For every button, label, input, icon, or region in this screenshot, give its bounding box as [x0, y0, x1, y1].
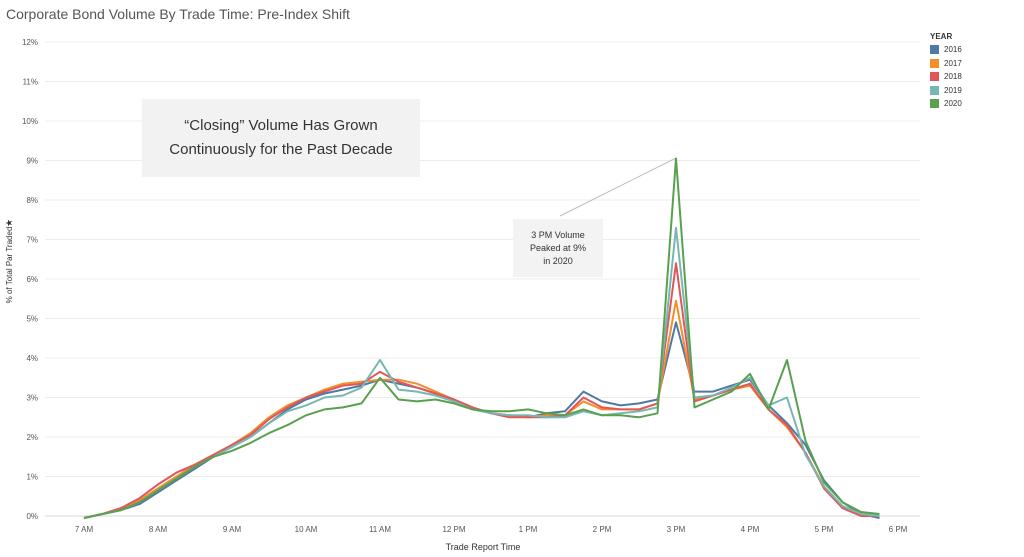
series-line-2020 [83, 157, 880, 519]
x-tick-label: 9 AM [223, 525, 242, 534]
legend-swatch [930, 58, 939, 68]
y-tick-label: 1% [26, 473, 38, 482]
x-tick-label: 10 AM [295, 525, 318, 534]
legend-item-2016[interactable]: 2016 [930, 43, 962, 57]
x-tick-label: 1 PM [519, 525, 538, 534]
legend-label: 2019 [944, 85, 962, 95]
legend-swatch [930, 85, 939, 95]
legend-swatch [930, 72, 939, 82]
series-line-2016 [83, 321, 880, 519]
legend: YEAR 2016 2017 2018 2019 2020 [930, 32, 962, 111]
series-line-2018 [83, 262, 880, 519]
legend-label: 2018 [944, 72, 962, 82]
legend-label: 2016 [944, 45, 962, 55]
y-tick-label: 12% [22, 38, 38, 47]
peak-annotation-line-1: 3 PM Volume [531, 229, 585, 240]
x-tick-label: 8 AM [149, 525, 168, 534]
y-tick-label: 4% [26, 354, 38, 363]
legend-item-2019[interactable]: 2019 [930, 84, 962, 98]
x-tick-label: 3 PM [667, 525, 686, 534]
x-tick-label: 4 PM [741, 525, 760, 534]
x-axis-label: Trade Report Time [446, 542, 521, 552]
legend-item-2018[interactable]: 2018 [930, 70, 962, 84]
x-tick-label: 11 AM [369, 525, 391, 534]
x-tick-label: 12 PM [442, 525, 465, 534]
y-tick-label: 10% [22, 117, 38, 126]
peak-annotation-line-3: in 2020 [543, 255, 573, 266]
x-axis-ticks: 7 AM 8 AM 9 AM 10 AM 11 AM 12 PM 1 PM 2 PM 3 PM 4… [75, 525, 908, 534]
legend-items: 2016 2017 2018 2019 2020 [930, 43, 962, 111]
x-tick-label: 5 PM [815, 525, 834, 534]
legend-label: 2017 [944, 58, 962, 68]
y-axis-ticks: 0% 1% 2% 3% 4% 5% 6% 7% 8% 9% 10% 11% 12% [22, 38, 38, 521]
y-tick-label: 7% [26, 236, 38, 245]
y-axis-label: % of Total Par Traded [5, 227, 14, 304]
series-line-2019 [83, 226, 880, 519]
y-tick-label: 6% [26, 275, 38, 284]
y-tick-label: 5% [26, 315, 38, 324]
x-tick-label: 7 AM [75, 525, 94, 534]
peak-annotation-line-2: Peaked at 9% [529, 242, 587, 253]
legend-swatch [930, 99, 939, 109]
legend-label: 2020 [944, 99, 962, 109]
y-tick-label: 9% [26, 157, 38, 166]
y-tick-label: 2% [26, 433, 38, 442]
x-tick-label: 6 PM [889, 525, 908, 534]
legend-swatch [930, 45, 939, 55]
y-tick-label: 8% [26, 196, 38, 205]
grid [45, 41, 920, 517]
y-axis-label-icon: ★ [5, 219, 15, 227]
peak-annotation: 3 PM Volume Peaked at 9% in 2020 [513, 219, 603, 277]
x-tick-label: 2 PM [593, 525, 612, 534]
legend-item-2020[interactable]: 2020 [930, 97, 962, 111]
legend-item-2017[interactable]: 2017 [930, 57, 962, 71]
growth-annotation: “Closing” Volume Has Grown Continuously … [142, 99, 420, 177]
growth-annotation-line-2: Continuously for the Past Decade [169, 141, 393, 158]
peak-callout-connector [559, 157, 677, 217]
series-lines [83, 157, 880, 519]
legend-title: YEAR [930, 32, 953, 41]
y-tick-label: 3% [26, 394, 38, 403]
chart-title: Corporate Bond Volume By Trade Time: Pre… [6, 6, 350, 22]
y-tick-label: 0% [26, 512, 38, 521]
growth-annotation-line-1: “Closing” Volume Has Grown [184, 117, 378, 134]
y-tick-label: 11% [23, 78, 38, 87]
